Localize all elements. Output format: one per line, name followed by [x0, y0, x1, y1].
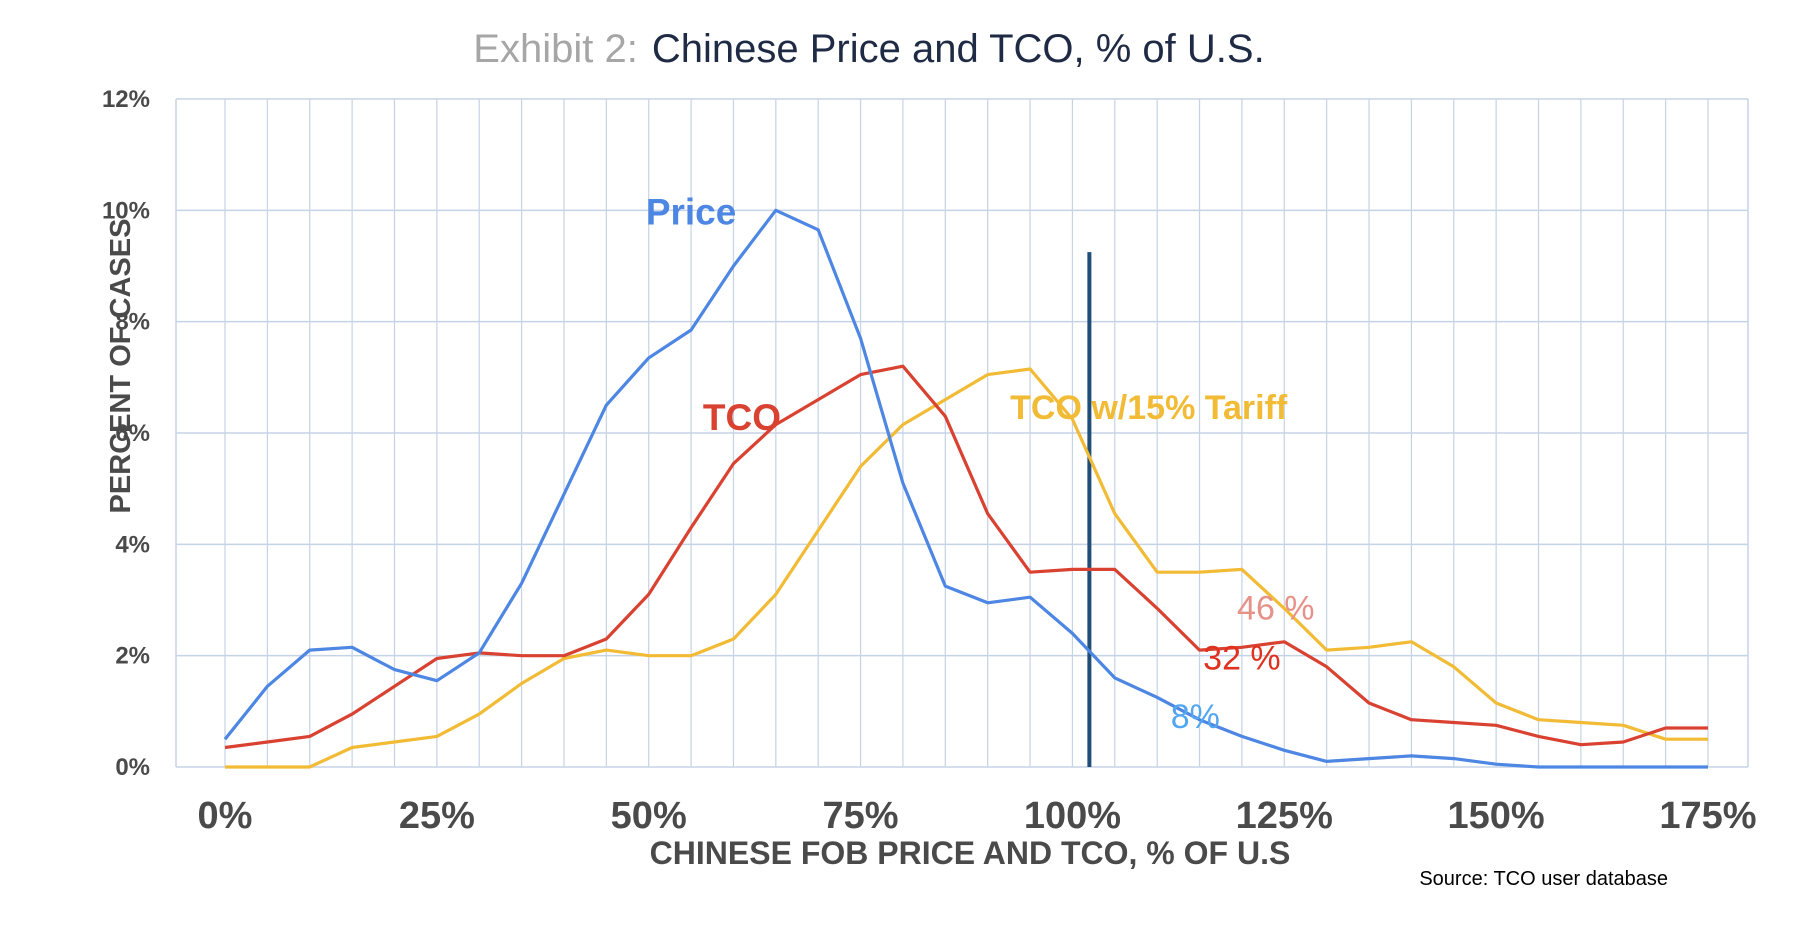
y-tick-label: 10%	[102, 197, 150, 224]
label-8-percent: 8%	[1171, 698, 1220, 736]
series-line-price	[223, 208, 1708, 769]
x-tick-label: 75%	[823, 795, 899, 837]
annotation-layer: Price TCO TCO w/15% Tariff 46 % 32 % 8%	[646, 191, 1315, 736]
x-axis-ticks: 0% 25% 50% 75% 100% 125% 150% 175%	[198, 795, 1757, 837]
x-tick-label: 125%	[1236, 795, 1333, 837]
y-tick-label: 4%	[115, 531, 150, 558]
series-line-tco	[224, 364, 1708, 750]
chart-title-prefix: Exhibit 2:	[473, 27, 638, 71]
label-price: Price	[646, 191, 737, 232]
x-tick-label: 50%	[611, 795, 687, 837]
y-tick-label: 6%	[115, 420, 150, 447]
y-tick-label: 8%	[115, 309, 150, 336]
x-tick-label: 0%	[198, 795, 253, 837]
x-tick-label: 100%	[1024, 795, 1121, 837]
grid	[175, 98, 1749, 768]
x-tick-label: 25%	[399, 795, 475, 837]
series-line-tco-w-15-tariff	[225, 367, 1708, 769]
label-tco: TCO	[703, 397, 781, 438]
x-tick-label: 150%	[1448, 795, 1545, 837]
x-tick-label: 175%	[1659, 795, 1756, 837]
y-tick-label: 12%	[102, 86, 150, 113]
label-46-percent: 46 %	[1237, 589, 1315, 627]
x-axis-label: CHINESE FOB PRICE AND TCO, % OF U.S	[650, 835, 1291, 871]
chart-title: Exhibit 2: Chinese Price and TCO, % of U.…	[473, 27, 1264, 71]
series-layer	[223, 208, 1708, 769]
chart-title-main: Chinese Price and TCO, % of U.S.	[652, 27, 1265, 71]
label-tco-tariff: TCO w/15% Tariff	[1010, 389, 1288, 427]
label-32-percent: 32 %	[1203, 640, 1281, 678]
y-axis-label: PERCENT OF CASES	[105, 219, 137, 514]
y-tick-label: 0%	[115, 754, 150, 781]
source-note: Source: TCO user database	[1419, 868, 1668, 890]
y-tick-label: 2%	[115, 643, 150, 670]
y-axis-ticks: 0% 2% 4% 6% 8% 10% 12%	[102, 86, 150, 781]
